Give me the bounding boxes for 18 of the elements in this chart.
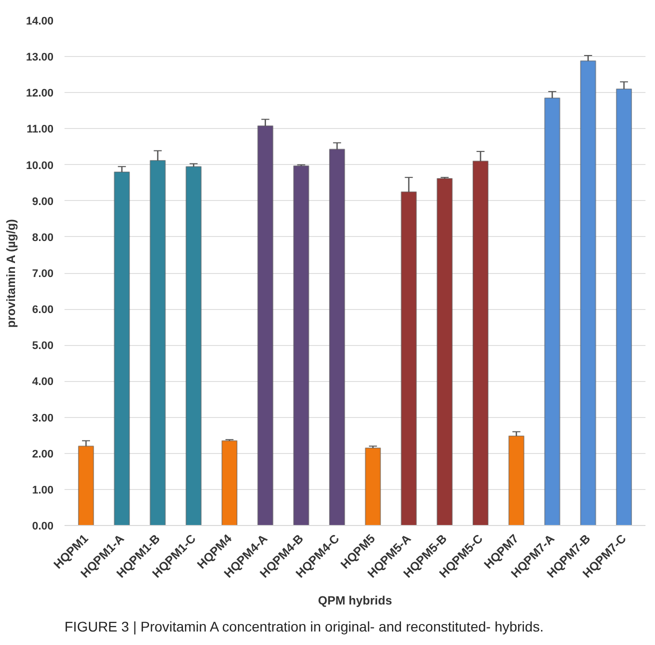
y-tick-label: 1.00 — [32, 484, 54, 496]
y-tick-label: 5.00 — [32, 340, 54, 352]
y-tick-label: 14.00 — [26, 16, 54, 28]
y-tick-label: 12.00 — [26, 88, 54, 100]
y-tick-label: 2.00 — [32, 448, 54, 460]
caption: FIGURE 3 | Provitamin A concentration in original- and reconstituted- hybrids. — [64, 618, 544, 634]
y-tick-label: 8.00 — [32, 232, 54, 244]
y-tick-label: 7.00 — [32, 268, 54, 280]
y-tick-label: 9.00 — [32, 196, 54, 208]
y-axis-title: provitamin A (µg/g) — [4, 219, 18, 328]
y-tick-label: 13.00 — [26, 52, 54, 64]
x-axis-title: QPM hybrids — [318, 594, 392, 608]
y-tick-label: 10.00 — [26, 160, 54, 172]
y-tick-label: 11.00 — [26, 124, 54, 136]
y-tick-label: 3.00 — [32, 412, 54, 424]
y-tick-label: 0.00 — [32, 520, 54, 532]
y-tick-label: 4.00 — [32, 376, 54, 388]
y-tick-label: 6.00 — [32, 304, 54, 316]
